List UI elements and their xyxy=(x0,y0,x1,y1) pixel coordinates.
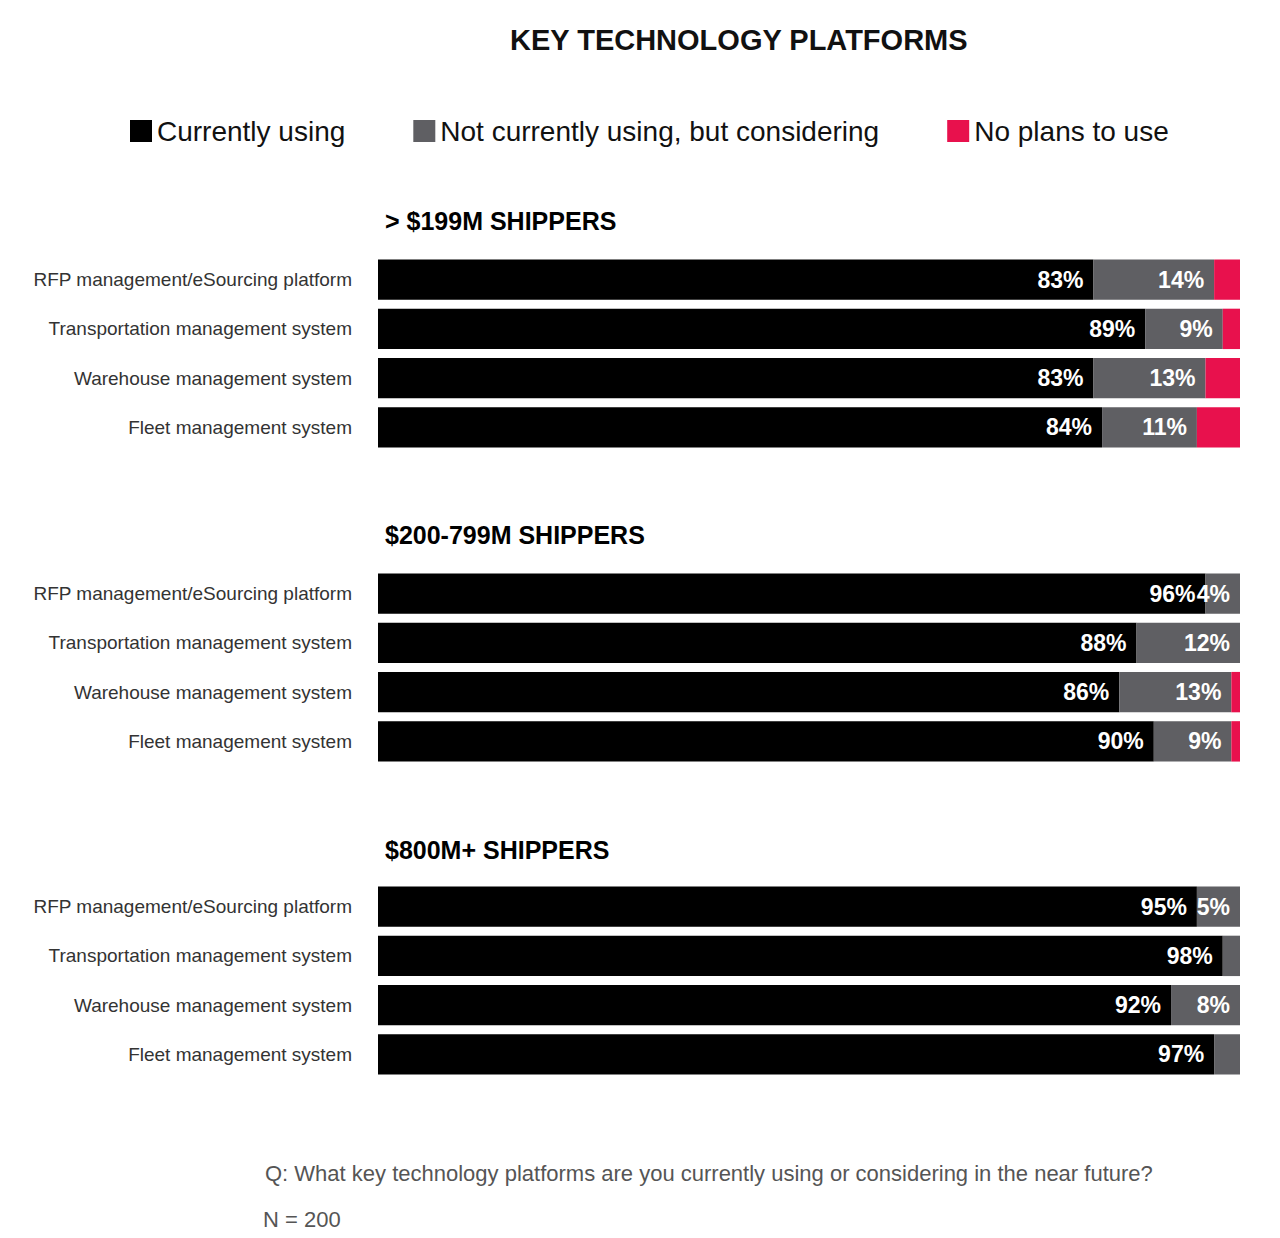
svg-text:89%: 89% xyxy=(1089,316,1135,342)
svg-text:4%: 4% xyxy=(1197,581,1230,607)
svg-text:96%: 96% xyxy=(1149,581,1195,607)
svg-text:KEY TECHNOLOGY PLATFORMS: KEY TECHNOLOGY PLATFORMS xyxy=(510,24,968,56)
svg-text:8%: 8% xyxy=(1197,992,1230,1018)
svg-text:Transportation management syst: Transportation management system xyxy=(49,318,352,339)
svg-text:83%: 83% xyxy=(1037,365,1083,391)
svg-text:Not currently using, but consi: Not currently using, but considering xyxy=(440,116,879,147)
svg-text:Fleet management system: Fleet management system xyxy=(128,731,352,752)
svg-text:13%: 13% xyxy=(1149,365,1195,391)
svg-text:14%: 14% xyxy=(1158,267,1204,293)
svg-text:RFP management/eSourcing platf: RFP management/eSourcing platform xyxy=(33,269,352,290)
svg-text:97%: 97% xyxy=(1158,1041,1204,1067)
svg-text:No plans to use: No plans to use xyxy=(974,116,1169,147)
svg-text:RFP management/eSourcing platf: RFP management/eSourcing platform xyxy=(33,896,352,917)
svg-text:RFP management/eSourcing platf: RFP management/eSourcing platform xyxy=(33,583,352,604)
svg-text:Q: What key technology platfor: Q: What key technology platforms are you… xyxy=(265,1161,1153,1186)
svg-text:$200-799M SHIPPERS: $200-799M SHIPPERS xyxy=(385,521,645,549)
svg-text:Warehouse management system: Warehouse management system xyxy=(74,682,352,703)
svg-text:12%: 12% xyxy=(1184,630,1230,656)
svg-text:84%: 84% xyxy=(1046,414,1092,440)
svg-text:Fleet management system: Fleet management system xyxy=(128,1044,352,1065)
svg-text:Transportation management syst: Transportation management system xyxy=(49,945,352,966)
svg-text:13%: 13% xyxy=(1175,679,1221,705)
svg-text:Fleet management system: Fleet management system xyxy=(128,417,352,438)
svg-text:N = 200: N = 200 xyxy=(263,1207,341,1232)
svg-text:86%: 86% xyxy=(1063,679,1109,705)
svg-text:5%: 5% xyxy=(1197,894,1230,920)
svg-text:> $199M SHIPPERS: > $199M SHIPPERS xyxy=(385,207,616,235)
svg-text:$800M+ SHIPPERS: $800M+ SHIPPERS xyxy=(385,836,609,864)
svg-text:Transportation management syst: Transportation management system xyxy=(49,632,352,653)
svg-text:98%: 98% xyxy=(1167,943,1213,969)
svg-text:Warehouse management system: Warehouse management system xyxy=(74,368,352,389)
svg-text:9%: 9% xyxy=(1180,316,1213,342)
svg-text:92%: 92% xyxy=(1115,992,1161,1018)
svg-text:90%: 90% xyxy=(1098,728,1144,754)
svg-text:Currently using: Currently using xyxy=(157,116,345,147)
svg-text:83%: 83% xyxy=(1037,267,1083,293)
svg-text:9%: 9% xyxy=(1188,728,1221,754)
svg-text:88%: 88% xyxy=(1081,630,1127,656)
svg-text:11%: 11% xyxy=(1142,414,1187,440)
svg-text:Warehouse management system: Warehouse management system xyxy=(74,995,352,1016)
svg-text:95%: 95% xyxy=(1141,894,1187,920)
